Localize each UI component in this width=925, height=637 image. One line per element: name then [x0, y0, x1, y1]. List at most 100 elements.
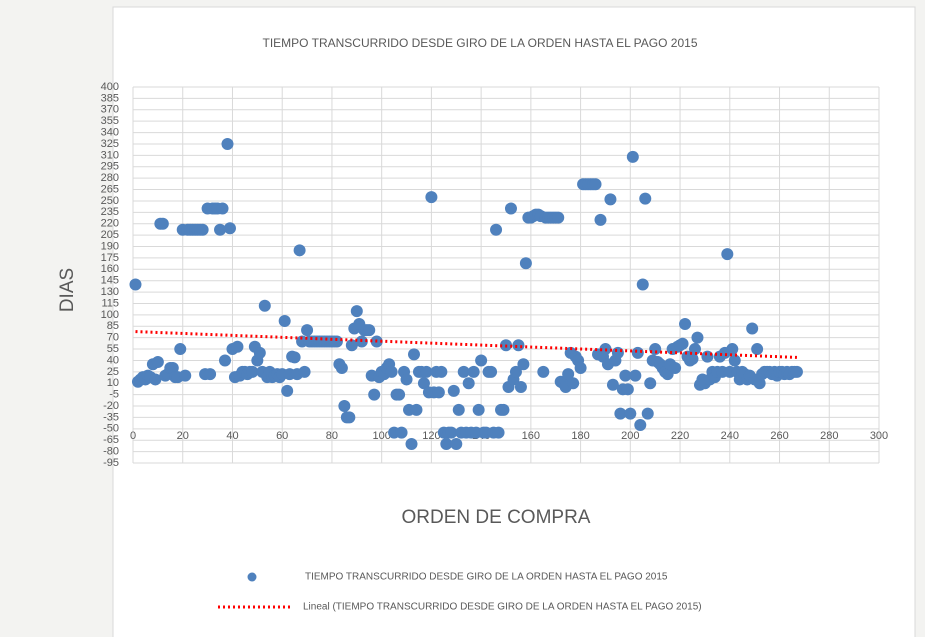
data-point	[562, 368, 575, 381]
data-point	[472, 403, 485, 416]
data-point	[644, 377, 657, 390]
data-point	[298, 365, 311, 378]
y-tick-label: 70	[107, 332, 119, 344]
data-point	[669, 362, 682, 375]
data-point	[350, 305, 363, 318]
data-point	[457, 365, 470, 378]
data-point	[606, 378, 619, 391]
data-point	[475, 354, 488, 367]
data-point	[686, 352, 699, 365]
y-tick-label: 175	[101, 252, 119, 264]
x-tick-label: 20	[177, 430, 189, 442]
y-tick-label: -20	[103, 400, 119, 412]
y-axis-label: DIAS	[57, 268, 78, 312]
data-point	[450, 438, 463, 451]
y-tick-label: -65	[103, 434, 119, 446]
data-point	[363, 324, 376, 337]
y-tick-label: 10	[107, 377, 119, 389]
data-point	[335, 362, 348, 375]
data-point	[701, 350, 714, 363]
data-point	[221, 137, 234, 150]
y-tick-label: 325	[101, 138, 119, 150]
y-tick-label: 55	[107, 343, 119, 355]
y-tick-label: -35	[103, 411, 119, 423]
x-tick-label: 300	[870, 430, 888, 442]
y-tick-label: 295	[101, 161, 119, 173]
y-tick-label: 235	[101, 206, 119, 218]
data-point	[246, 365, 259, 378]
y-tick-label: -5	[109, 389, 119, 401]
data-point	[204, 368, 217, 381]
data-point	[425, 191, 438, 204]
y-tick-label: 220	[101, 218, 119, 230]
data-point	[589, 178, 602, 191]
data-point	[614, 407, 627, 420]
data-point	[405, 438, 418, 451]
data-point	[492, 426, 505, 439]
data-point	[790, 365, 803, 378]
y-tick-label: -80	[103, 446, 119, 458]
data-point	[345, 339, 358, 352]
data-point	[278, 314, 291, 327]
data-point	[691, 331, 704, 344]
y-tick-label: 25	[107, 366, 119, 378]
data-point	[338, 400, 351, 413]
legend-marker	[247, 572, 257, 582]
y-tick-label: 310	[101, 149, 119, 161]
data-point	[223, 222, 236, 235]
data-point	[258, 299, 271, 312]
data-point	[467, 365, 480, 378]
x-tick-label: 240	[721, 430, 739, 442]
data-point	[621, 383, 634, 396]
data-point	[721, 248, 734, 261]
data-point	[514, 381, 527, 394]
x-tick-label: 60	[276, 430, 288, 442]
data-point	[166, 362, 179, 375]
data-point	[151, 355, 164, 368]
data-point	[179, 369, 192, 382]
data-point	[462, 377, 475, 390]
y-tick-label: -50	[103, 423, 119, 435]
data-point	[574, 362, 587, 375]
y-tick-label: 355	[101, 115, 119, 127]
data-point	[385, 365, 398, 378]
y-tick-label: 250	[101, 195, 119, 207]
data-point	[219, 354, 232, 367]
data-point	[214, 223, 227, 236]
data-point	[330, 335, 343, 348]
y-tick-label: 115	[101, 297, 119, 309]
data-point	[490, 223, 503, 236]
y-tick-label: 40	[107, 354, 119, 366]
x-tick-label: 100	[372, 430, 390, 442]
data-point	[253, 346, 266, 359]
x-tick-label: 220	[671, 430, 689, 442]
data-point	[746, 322, 759, 335]
data-point	[728, 354, 741, 367]
data-point	[619, 369, 632, 382]
data-point	[519, 257, 532, 270]
y-tick-label: -95	[103, 457, 119, 469]
y-tick-label: 400	[101, 81, 119, 93]
data-point	[435, 365, 448, 378]
data-point	[343, 411, 356, 424]
x-tick-label: 120	[422, 430, 440, 442]
data-point	[641, 407, 654, 420]
y-tick-label: 340	[101, 126, 119, 138]
data-point	[751, 343, 764, 356]
data-point	[639, 192, 652, 205]
data-point	[649, 343, 662, 356]
data-point	[400, 373, 413, 386]
y-tick-label: 265	[101, 183, 119, 195]
legend-label: Lineal (TIEMPO TRANSCURRIDO DESDE GIRO D…	[303, 602, 702, 613]
data-point	[417, 377, 430, 390]
data-point	[676, 337, 689, 350]
data-point	[432, 386, 445, 399]
y-tick-label: 370	[101, 104, 119, 116]
x-tick-label: 40	[226, 430, 238, 442]
y-tick-label: 190	[101, 240, 119, 252]
x-tick-label: 80	[326, 430, 338, 442]
data-point	[634, 419, 647, 432]
y-tick-label: 280	[101, 172, 119, 184]
data-point	[509, 365, 522, 378]
